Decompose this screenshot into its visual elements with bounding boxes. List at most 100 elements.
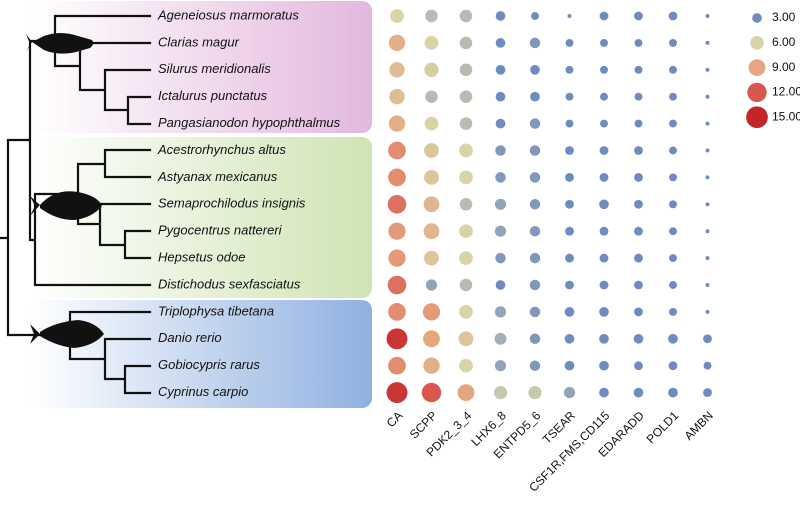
bubble [386,328,408,350]
bubble [493,386,508,400]
bubble [495,118,506,129]
bubble [600,119,608,128]
bubble [424,62,439,77]
bubble [668,11,678,21]
bubble [494,306,507,318]
bubble [634,11,643,21]
x-tick-label: AMBN [681,408,715,442]
bubble [634,172,643,182]
bubble [459,170,473,185]
bubble [388,168,406,187]
bubble [388,34,406,52]
bubble [634,253,643,263]
bubble [600,38,608,47]
bubble [529,360,541,371]
bubble [599,146,609,155]
bubble [668,333,678,344]
species-label: Ictalurus punctatus [158,88,268,103]
species-label: Astyanax mexicanus [157,169,278,184]
species-label: Pygocentrus nattereri [158,223,283,238]
bubble [422,303,441,321]
species-label: Cyprinus carpio [158,384,248,399]
bubble [495,172,506,183]
bubble [425,279,438,291]
bubble [495,64,506,75]
bubble [669,119,677,128]
species-label: Gobiocypris rarus [158,357,260,372]
bubble [425,9,438,23]
bubble [495,252,506,264]
bubble [529,252,541,264]
species-label: Acestrorhynchus altus [157,142,286,157]
species-label: Pangasianodon hypophthalmus [158,115,341,130]
bubble [669,200,677,209]
bubble [387,195,407,214]
bubble [669,281,677,289]
bubble [423,357,440,374]
fish-silhouette [26,33,104,348]
bubble [425,90,438,103]
bubble [459,36,473,50]
bubble [634,361,643,371]
bubble [599,387,609,398]
bubble [423,330,440,348]
bubble [705,256,710,261]
bubble [705,121,710,126]
bubble [705,202,710,207]
bubble [424,116,439,131]
bubble [703,361,712,370]
bubble [669,38,677,47]
bubble [530,64,540,75]
bubble [634,65,643,74]
bubble [459,117,473,130]
bubble [459,198,473,211]
bubble [529,279,541,291]
bubble [388,303,406,321]
bubble [564,333,575,344]
bubble [634,226,643,236]
species-label: Silurus meridionalis [158,61,271,76]
bubble [495,38,506,48]
bubble [389,89,405,105]
bubble [386,382,408,404]
bubble [705,40,710,45]
species-label: Clarias magur [158,34,240,49]
bubble [389,62,405,78]
bubble [703,388,712,398]
bubble [599,333,609,344]
bubble [669,307,677,316]
bubble [599,226,609,236]
legend-label: 15.00 [772,109,800,123]
bubble [424,36,439,50]
bubble [705,175,710,180]
bubble [669,65,677,74]
bubble [494,225,507,237]
bubble [599,253,609,263]
bubble [705,14,710,18]
bubble [495,145,506,156]
bubble [388,141,406,160]
bubble [423,196,440,213]
bubble [633,333,644,344]
bubble [529,199,541,210]
bubble [599,360,609,371]
bubble [529,225,541,237]
legend-bubble [752,13,762,23]
x-tick-label: POLD1 [644,408,682,446]
bubble [705,94,710,99]
bubble [599,11,609,21]
bubble [459,9,473,23]
bubble [600,92,608,101]
bubble [599,280,609,290]
bubble [669,146,677,155]
bubble [388,115,406,132]
bubble [459,358,473,373]
bubble [388,222,406,240]
bubble [705,148,710,153]
bubble [564,307,575,317]
bubble [424,250,439,266]
bubble [388,249,406,267]
bubble [424,169,439,185]
bubble [564,360,575,371]
